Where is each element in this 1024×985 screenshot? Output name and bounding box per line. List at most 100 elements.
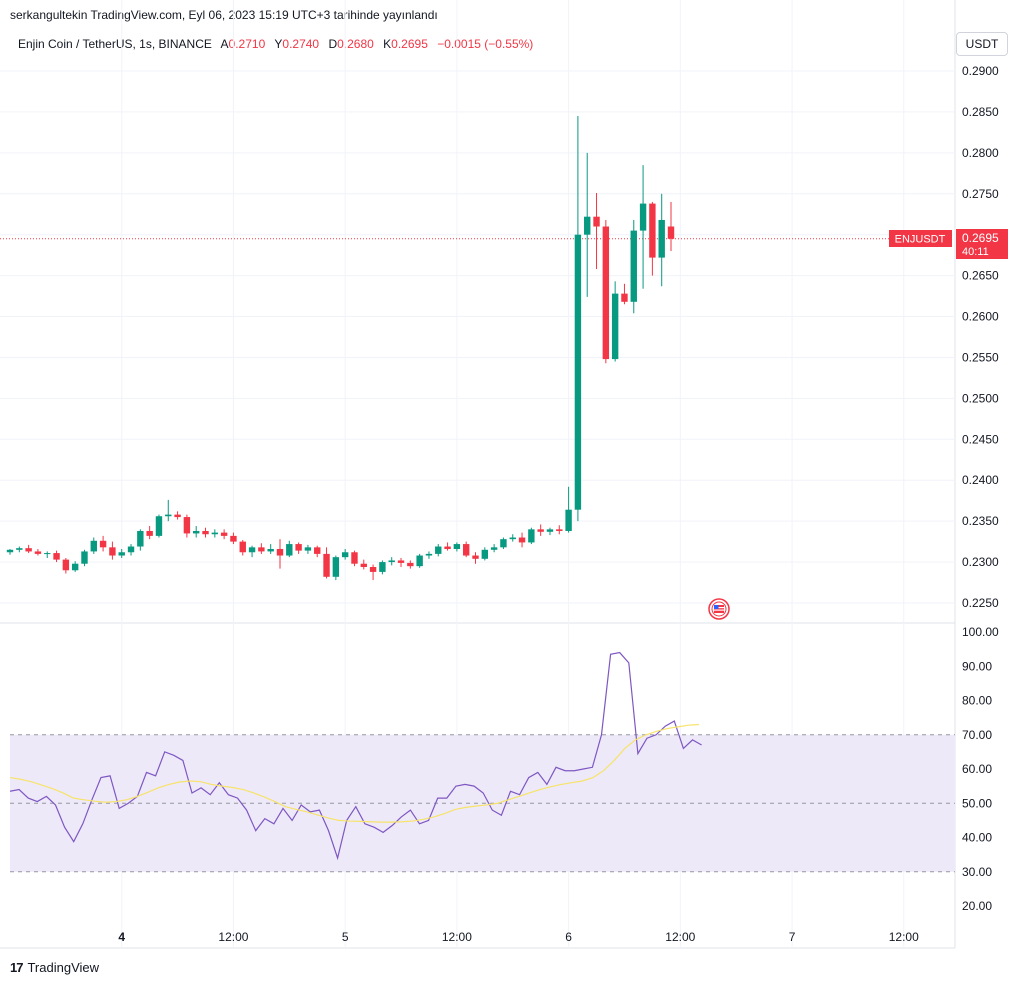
candle-body <box>193 530 200 534</box>
candle-body <box>174 514 181 518</box>
published-caption: serkangultekin TradingView.com, Eyl 06, … <box>10 8 438 22</box>
candle-body <box>62 559 70 571</box>
high-value: 0.2740 <box>282 37 320 51</box>
candle-body <box>639 203 647 231</box>
candle-body <box>53 553 60 560</box>
chart-legend: Enjin Coin / TetherUS, 1s, BINANCE A0.27… <box>18 37 533 51</box>
candle-body <box>211 532 219 535</box>
close-value: 0.2695 <box>391 37 428 51</box>
candle-body <box>341 552 349 558</box>
rsi-tick-label: 60.00 <box>962 762 992 776</box>
candle-body <box>556 529 563 531</box>
candle-body <box>630 230 637 302</box>
candle-body <box>267 548 274 552</box>
price-tick-label: 0.2250 <box>962 596 999 610</box>
candle-body <box>81 551 88 564</box>
candle-body <box>99 540 107 548</box>
candle-body <box>379 562 386 572</box>
candle-body <box>16 548 23 550</box>
candle-body <box>611 293 619 360</box>
time-tick-label: 12:00 <box>665 930 695 944</box>
candle-body <box>425 553 433 556</box>
price-tick-label: 0.2800 <box>962 146 999 160</box>
candle-body <box>295 544 302 551</box>
candle-body <box>71 563 79 571</box>
candle-body <box>202 530 209 535</box>
open-value: 0.2710 <box>228 37 266 51</box>
candle-body <box>658 219 665 258</box>
candle-body <box>481 549 489 559</box>
rsi-tick-label: 80.00 <box>962 694 992 708</box>
candle-body <box>500 539 507 548</box>
time-tick-label: 7 <box>789 930 796 944</box>
time-tick-label: 12:00 <box>889 930 919 944</box>
us-flag-event-icon[interactable] <box>708 598 730 620</box>
candle-body <box>25 548 32 552</box>
candle-body <box>593 216 600 227</box>
candle-body <box>137 530 144 547</box>
candle-body <box>621 293 628 302</box>
candle-body <box>416 555 423 567</box>
low-label: D <box>328 37 338 51</box>
price-tick-label: 0.2600 <box>962 310 999 324</box>
rsi-ma-line <box>9 723 700 823</box>
candle-body <box>574 234 582 510</box>
open-label: A <box>220 37 229 51</box>
candle-body <box>369 566 377 572</box>
candle-body <box>407 562 414 567</box>
candle-body <box>360 563 367 567</box>
time-tick-label: 6 <box>565 930 572 944</box>
candle-body <box>518 537 526 543</box>
candle-body <box>6 549 14 553</box>
candle-body <box>155 516 163 536</box>
candle-body <box>90 540 97 552</box>
candle-body <box>351 552 358 564</box>
time-tick-label: 12:00 <box>218 930 248 944</box>
price-tick-label: 0.2650 <box>962 269 999 283</box>
high-label: Y <box>274 37 283 51</box>
candle-body <box>118 552 125 556</box>
time-axis: 4 12:00 5 12:00 6 12:00 7 12:00 <box>118 930 919 944</box>
tradingview-logo[interactable]: 17 TradingView <box>10 960 99 975</box>
candles <box>6 116 675 581</box>
candle-body <box>388 560 395 563</box>
currency-button[interactable]: USDT <box>956 32 1008 56</box>
change-value: −0.0015 (−0.55%) <box>437 37 534 51</box>
candle-body <box>239 541 246 553</box>
candle-body <box>34 551 42 554</box>
tradingview-logo-icon: 17 <box>10 960 24 975</box>
close-label: K <box>383 37 392 51</box>
low-value: 0.2680 <box>337 37 374 51</box>
price-tick-label: 0.2350 <box>962 514 999 528</box>
price-tag-price: 0.2695 <box>962 231 999 245</box>
price-tick-label: 0.2750 <box>962 187 999 201</box>
price-tag-countdown: 40:11 <box>962 246 989 258</box>
price-tick-label: 0.2850 <box>962 105 999 119</box>
candle-body <box>472 555 479 559</box>
rsi-tick-label: 50.00 <box>962 796 992 810</box>
candle-body <box>602 226 610 360</box>
rsi-tick-label: 30.00 <box>962 865 992 879</box>
price-tick-label: 0.2550 <box>962 350 999 364</box>
rsi-tick-label: 90.00 <box>962 659 992 673</box>
candle-body <box>323 553 330 577</box>
candle-body <box>649 203 656 258</box>
price-tick-label: 0.2500 <box>962 391 999 405</box>
candle-body <box>183 517 191 534</box>
rsi-tick-label: 40.00 <box>962 831 992 845</box>
candle-body <box>230 535 237 542</box>
price-tag-symbol: ENJUSDT <box>895 234 946 246</box>
rsi-pane <box>9 651 955 873</box>
chart-canvas[interactable]: 0.29000.28500.28000.27500.27000.26500.26… <box>0 0 1024 955</box>
candle-body <box>220 532 228 536</box>
candle-body <box>528 529 535 543</box>
price-tag-value-bg <box>956 229 1008 259</box>
candle-body <box>304 547 312 551</box>
candle-body <box>453 544 461 549</box>
candle-body <box>332 557 340 577</box>
candle-body <box>509 537 516 540</box>
candle-body <box>286 544 293 556</box>
candle-body <box>276 548 284 556</box>
candle-body <box>435 546 442 554</box>
candle-body <box>537 529 544 532</box>
